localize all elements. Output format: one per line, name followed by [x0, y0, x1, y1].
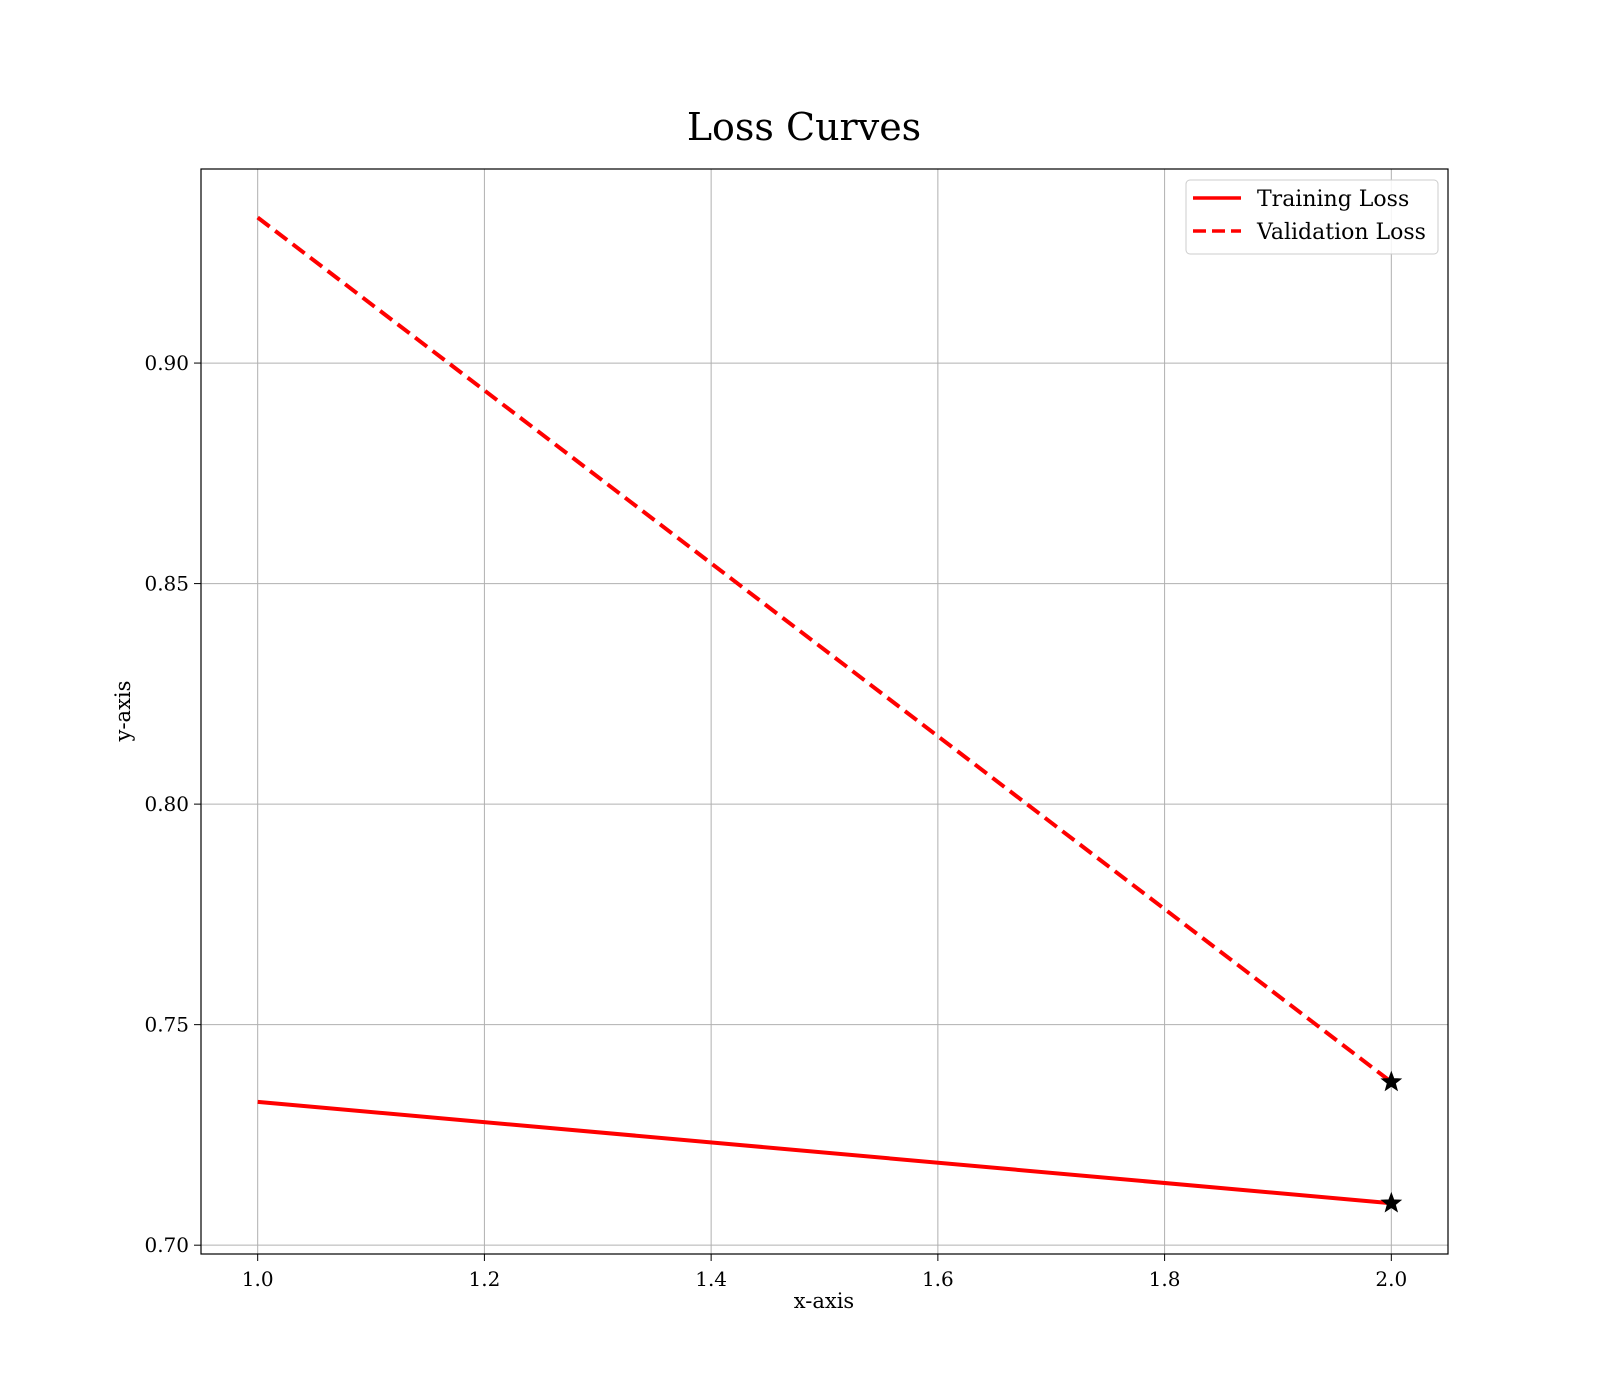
y-tick-label: 0.75	[144, 1013, 189, 1037]
star-marker-validation-loss	[1380, 1070, 1403, 1092]
x-tick-label: 1.6	[922, 1267, 954, 1291]
chart-title: Loss Curves	[687, 105, 921, 149]
series-lines	[256, 215, 1393, 1206]
legend-box	[1185, 179, 1439, 255]
y-tick-label: 0.80	[144, 792, 189, 816]
y-axis-ticks: 0.70 0.75 0.80 0.85 0.90	[144, 351, 201, 1257]
y-axis-label: y-axis	[111, 681, 135, 743]
legend: Training Loss Validation Loss	[1185, 179, 1439, 255]
x-tick-label: 1.2	[469, 1267, 501, 1291]
x-axis-label: x-axis	[794, 1289, 854, 1313]
series-line-training-loss	[257, 1099, 1392, 1206]
grid	[201, 169, 1448, 1254]
plot-area-frame	[200, 168, 1449, 1255]
legend-label-training-loss: Training Loss	[1257, 187, 1409, 212]
y-tick-label: 0.90	[144, 351, 189, 375]
star-marker-training-loss	[1380, 1191, 1403, 1213]
y-tick-label: 0.70	[144, 1233, 189, 1257]
x-tick-label: 2.0	[1375, 1267, 1407, 1291]
x-tick-label: 1.4	[695, 1267, 727, 1291]
series-line-validation-loss	[256, 215, 1393, 1084]
x-tick-label: 1.8	[1149, 1267, 1181, 1291]
legend-label-validation-loss: Validation Loss	[1256, 220, 1426, 245]
x-tick-label: 1.0	[242, 1267, 274, 1291]
x-axis-ticks: 1.0 1.2 1.4 1.6 1.8 2.0	[242, 1254, 1407, 1291]
y-tick-label: 0.85	[144, 572, 189, 596]
series-markers	[1380, 1070, 1403, 1213]
